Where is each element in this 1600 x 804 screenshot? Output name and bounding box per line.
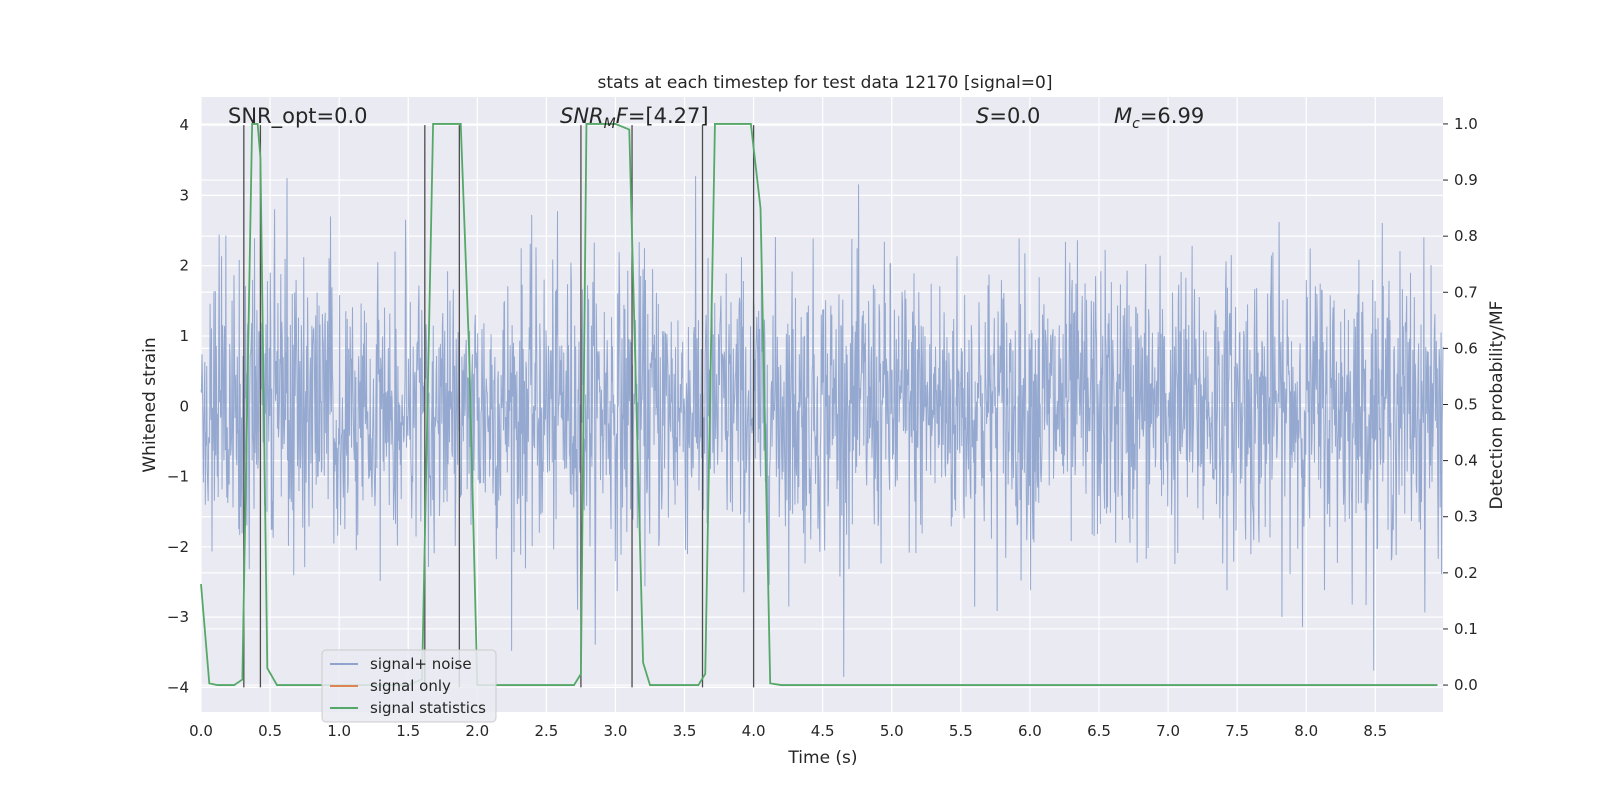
annotation-s-italic: S <box>976 104 989 128</box>
y-right-tick-label: 0.8 <box>1454 227 1478 245</box>
annotation-snr-mf-sub: M <box>604 116 616 132</box>
y-tick-label: 0 <box>179 397 189 415</box>
annotation-mc: Mc=6.99 <box>1114 104 1204 132</box>
y-tick-label: 4 <box>179 116 189 134</box>
x-tick-label: 5.5 <box>949 722 973 740</box>
annotation-snr-mf-rest: =[4.27] <box>628 104 709 128</box>
annotation-s: S=0.0 <box>976 104 1040 128</box>
x-tick-label: 5.0 <box>880 722 904 740</box>
x-tick-label: 8.0 <box>1294 722 1318 740</box>
x-axis-label: Time (s) <box>787 748 857 768</box>
legend-label-signal-noise: signal+ noise <box>370 655 472 673</box>
annotation-snr-opt: SNR_opt=0.0 <box>228 104 368 129</box>
y-tick-label: 1 <box>179 327 189 345</box>
x-tick-label: 1.0 <box>327 722 351 740</box>
y-axis-label: Whitened strain <box>140 337 160 472</box>
y-right-tick-label: 0.0 <box>1454 676 1478 694</box>
annotation-mc-value: =6.99 <box>1140 104 1204 128</box>
x-tick-label: 7.5 <box>1225 722 1249 740</box>
x-tick-label: 7.0 <box>1156 722 1180 740</box>
x-tick-label: 2.0 <box>465 722 489 740</box>
chart-title: stats at each timestep for test data 121… <box>598 73 1053 93</box>
x-tick-label: 1.5 <box>396 722 420 740</box>
annotation-s-value: =0.0 <box>989 104 1040 128</box>
x-tick-label: 0.5 <box>258 722 282 740</box>
y-right-tick-label: 0.3 <box>1454 508 1478 526</box>
y-tick-label: 3 <box>179 186 189 204</box>
y-right-tick-label: 0.9 <box>1454 171 1478 189</box>
x-tick-label: 6.5 <box>1087 722 1111 740</box>
y-right-tick-label: 1.0 <box>1454 115 1478 133</box>
y-tick-label: −2 <box>167 538 189 556</box>
annotation-snr-mf: SNRMF=[4.27] <box>560 104 709 132</box>
annotation-snr-mf-rest-italic: F <box>616 104 629 128</box>
x-tick-label: 4.5 <box>811 722 835 740</box>
y-tick-label: 2 <box>179 257 189 275</box>
annotation-mc-base: M <box>1114 104 1132 128</box>
y-right-tick-label: 0.4 <box>1454 452 1478 470</box>
x-tick-label: 4.0 <box>742 722 766 740</box>
x-tick-label: 3.0 <box>604 722 628 740</box>
x-tick-label: 2.5 <box>534 722 558 740</box>
y-right-tick-label: 0.2 <box>1454 564 1478 582</box>
legend-label-signal-only: signal only <box>370 677 451 695</box>
y-tick-label: −1 <box>167 468 189 486</box>
y-right-tick-label: 0.6 <box>1454 339 1478 357</box>
y-tick-label: −4 <box>167 678 189 696</box>
y-right-axis-label: Detection probability/MF <box>1487 301 1507 510</box>
x-tick-label: 6.0 <box>1018 722 1042 740</box>
x-tick-label: 3.5 <box>673 722 697 740</box>
x-tick-label: 8.5 <box>1363 722 1387 740</box>
annotation-snr-mf-base: SNR <box>560 104 604 128</box>
x-tick-label: 0.0 <box>189 722 213 740</box>
y-right-tick-label: 0.1 <box>1454 620 1478 638</box>
y-right-tick-label: 0.7 <box>1454 283 1478 301</box>
legend-label-signal-statistics: signal statistics <box>370 699 486 717</box>
legend: signal+ noise signal only signal statist… <box>322 650 496 722</box>
y-tick-label: −3 <box>167 608 189 626</box>
y-right-tick-label: 0.5 <box>1454 396 1478 414</box>
